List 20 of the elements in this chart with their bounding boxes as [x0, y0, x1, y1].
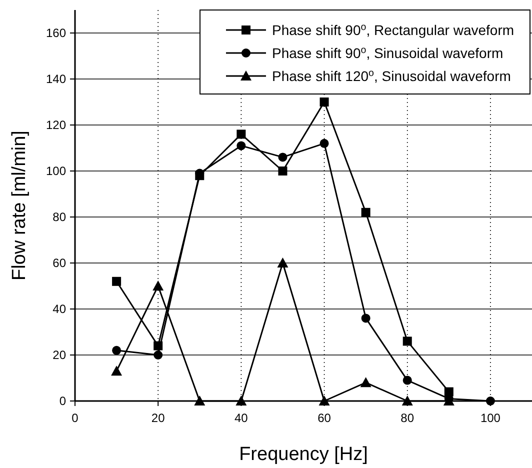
y-tick-label: 140: [46, 72, 66, 86]
y-tick-label: 20: [52, 348, 66, 362]
x-tick-label: 40: [234, 411, 248, 425]
y-tick-label: 40: [52, 302, 66, 316]
y-tick-label: 80: [52, 210, 66, 224]
x-tick-label: 80: [400, 411, 414, 425]
x-tick-label: 60: [318, 411, 332, 425]
y-tick-label: 160: [46, 26, 66, 40]
y-axis-title: Flow rate [ml/min]: [9, 130, 30, 280]
legend-label: Phase shift 90$^{o}$, Rectangular waveform: [272, 22, 514, 38]
x-tick-label: 20: [151, 411, 166, 425]
y-tick-label: 60: [52, 256, 66, 270]
x-tick-label: 100: [480, 411, 501, 425]
legend-label: Phase shift 90$^{o}$, Sinusoidal waveform: [272, 44, 504, 61]
legend-label: Phase shift 120$^{o}$, Sinusoidal waveform: [272, 68, 511, 84]
y-tick-label: 100: [46, 164, 66, 178]
x-tick-label: 0: [72, 411, 79, 425]
y-tick-label: 0: [59, 394, 66, 408]
y-tick-label: 120: [46, 118, 66, 132]
x-axis-title: Frequency [Hz]: [239, 444, 368, 465]
